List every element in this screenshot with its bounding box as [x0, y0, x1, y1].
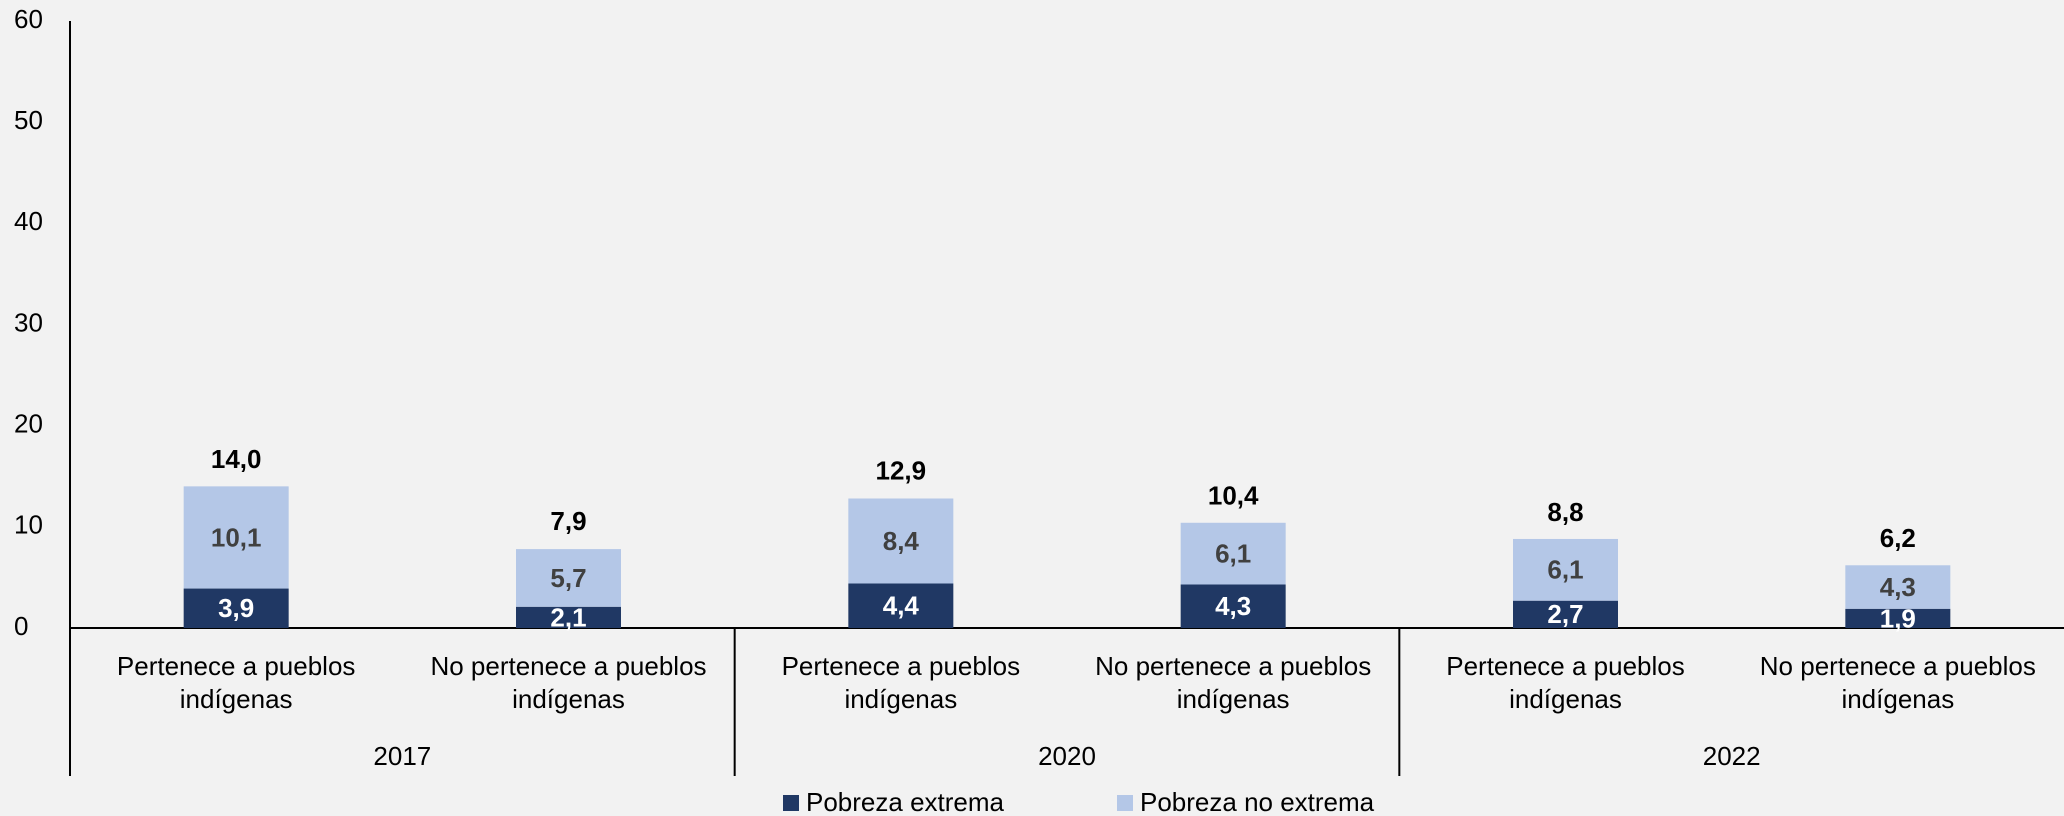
value-label: 8,4 [883, 526, 920, 556]
total-label: 12,9 [876, 455, 927, 485]
x-tick-label: Pertenece a pueblos indígenas [116, 651, 356, 714]
group-label: 2017 [373, 741, 431, 771]
x-tick-label: No pertenece a pueblos indígenas [1759, 651, 2036, 714]
total-label: 14,0 [211, 444, 262, 474]
value-label: 3,9 [218, 593, 254, 623]
value-label: 6,1 [1215, 539, 1251, 569]
value-label: 4,3 [1880, 572, 1916, 602]
legend-swatch [1117, 795, 1133, 811]
x-tick-label: No pertenece a pueblos indígenas [430, 651, 707, 714]
bar-segment [1845, 565, 1951, 609]
total-label: 10,4 [1208, 481, 1259, 511]
bar-segment [1513, 600, 1618, 628]
value-label: 4,3 [1215, 591, 1251, 621]
bar-segment [1180, 584, 1286, 628]
bar-segment [848, 583, 954, 628]
bar-segment [183, 588, 289, 628]
total-label: 8,8 [1547, 497, 1583, 527]
value-label: 10,1 [211, 522, 262, 552]
y-tick-label: 20 [14, 409, 43, 439]
legend-label: Pobreza no extrema [1140, 787, 1375, 816]
total-label: 7,9 [550, 506, 586, 536]
total-label: 6,2 [1880, 523, 1916, 553]
x-tick-label: Pertenece a pueblos indígenas [1446, 651, 1685, 714]
y-tick-label: 10 [14, 510, 43, 540]
x-tick-label: No pertenece a pueblos indígenas [1095, 651, 1372, 714]
bar-segment [183, 486, 289, 589]
bar-segment [1180, 522, 1286, 585]
group-label: 2022 [1703, 741, 1761, 771]
x-tick-label: Pertenece a pueblos indígenas [781, 651, 1021, 714]
y-tick-label: 40 [14, 206, 43, 236]
y-tick-label: 30 [14, 307, 43, 337]
value-label: 6,1 [1547, 555, 1583, 585]
legend-swatch [783, 795, 799, 811]
bar-segment [1845, 608, 1951, 628]
y-tick-label: 60 [14, 4, 43, 34]
y-tick-label: 0 [14, 611, 28, 641]
value-label: 2,1 [550, 602, 586, 632]
bar-segment [1513, 538, 1618, 601]
y-tick-label: 50 [14, 105, 43, 135]
value-label: 2,7 [1547, 599, 1583, 629]
bar-segment [516, 606, 621, 628]
value-label: 5,7 [550, 563, 586, 593]
group-label: 2020 [1038, 741, 1096, 771]
legend-label: Pobreza extrema [806, 787, 1005, 816]
bar-segment [848, 498, 954, 584]
value-label: 4,4 [883, 591, 920, 621]
bar-segment [516, 549, 621, 607]
